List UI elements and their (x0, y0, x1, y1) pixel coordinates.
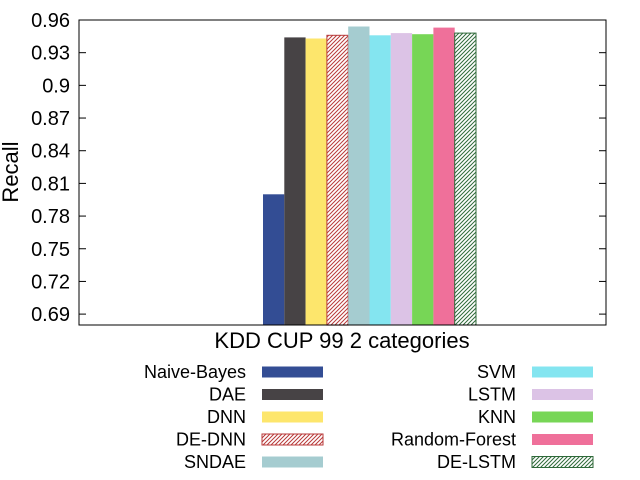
bar-naive-bayes (263, 194, 285, 325)
bar-dnn (305, 38, 327, 325)
legend-swatch (532, 389, 593, 400)
legend-label: Naive-Bayes (144, 362, 246, 382)
legend-label: KNN (478, 407, 516, 427)
legend-item: DAE (209, 385, 323, 405)
legend-item: LSTM (468, 385, 593, 405)
legend-swatch (262, 389, 323, 400)
legend-label: Random-Forest (391, 430, 516, 450)
bar-dae (284, 37, 306, 326)
legend-swatch (261, 433, 324, 446)
legend-swatch (262, 411, 323, 423)
legend-item: Naive-Bayes (144, 362, 323, 382)
y-tick-label: 0.9 (42, 75, 70, 97)
legend-item: SNDAE (184, 452, 323, 472)
bar-random-forest (433, 27, 455, 325)
legend-item: DNN (207, 407, 323, 427)
legend-swatch (532, 434, 593, 445)
y-axis-label: Recall (0, 141, 23, 202)
legend-swatch (262, 366, 323, 378)
legend-swatch (531, 456, 594, 468)
legend-label: SVM (477, 362, 516, 382)
y-tick-label: 0.69 (31, 304, 70, 326)
legend-item: DE-LSTM (437, 452, 594, 472)
y-tick-label: 0.93 (31, 43, 70, 65)
y-tick-label: 0.81 (31, 173, 70, 195)
legend-item: DE-DNN (176, 430, 324, 450)
bar-knn (412, 34, 434, 325)
legend-swatch (532, 411, 593, 423)
legend-label: DE-DNN (176, 430, 246, 450)
plot-frame (78, 19, 607, 326)
x-category-label: KDD CUP 99 2 categories (214, 328, 469, 353)
y-tick-label: 0.72 (31, 271, 70, 293)
y-tick-label: 0.96 (31, 10, 70, 32)
y-tick-label: 0.78 (31, 206, 70, 228)
legend-label: DAE (209, 385, 246, 405)
bar-de-dnn (326, 34, 349, 326)
legend-item: Random-Forest (391, 430, 593, 450)
legend-label: LSTM (468, 385, 516, 405)
bar-de-lstm (454, 32, 477, 326)
legend-label: DNN (207, 407, 246, 427)
y-tick-label: 0.75 (31, 239, 70, 261)
bar-svm (369, 35, 391, 326)
y-tick-label: 0.84 (31, 141, 70, 163)
legend-item: SVM (477, 362, 593, 382)
y-tick-label: 0.87 (31, 108, 70, 130)
legend-swatch (532, 366, 593, 378)
bar-sndae (348, 26, 370, 325)
bar-lstm (390, 33, 413, 325)
legend-label: SNDAE (184, 452, 246, 472)
bars-layer (263, 26, 477, 326)
y-axis: 0.69 0.72 0.75 0.78 0.81 0.84 0.87 0.9 0.93 0.96 (31, 10, 606, 326)
legend-item: KNN (478, 407, 593, 427)
legend-label: DE-LSTM (437, 452, 516, 472)
legend-swatch (262, 456, 323, 468)
